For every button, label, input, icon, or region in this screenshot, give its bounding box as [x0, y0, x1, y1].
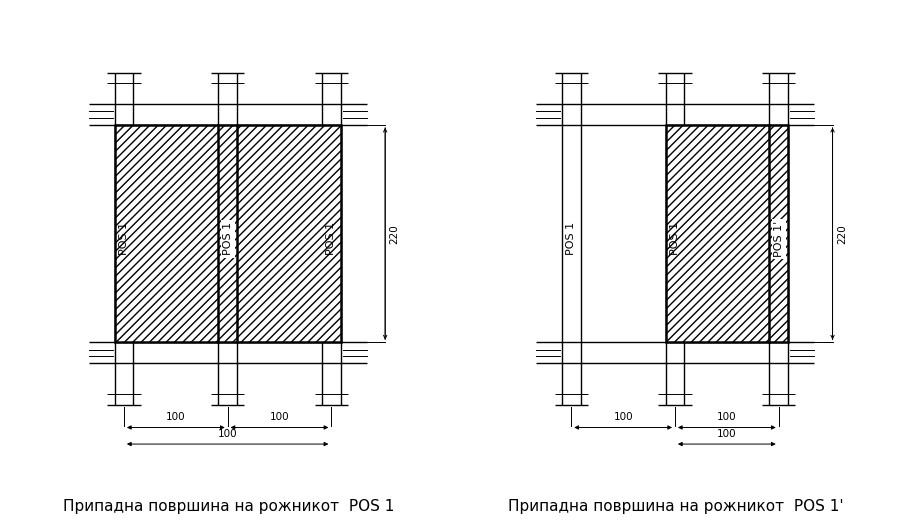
Text: Припадна површина на рожникот  POS 1: Припадна површина на рожникот POS 1 — [63, 499, 394, 514]
Bar — [115, 125, 341, 342]
Text: POS 1: POS 1 — [326, 222, 336, 255]
Text: 100: 100 — [717, 429, 737, 439]
Text: 100: 100 — [166, 412, 185, 422]
Text: Припадна површина на рожникот  POS 1': Припадна површина на рожникот POS 1' — [508, 499, 844, 514]
Text: POS 1: POS 1 — [566, 222, 576, 255]
Text: 220: 220 — [390, 224, 400, 244]
Text: 100: 100 — [269, 412, 289, 422]
Text: POS 1: POS 1 — [119, 222, 129, 255]
Text: 100: 100 — [218, 429, 237, 439]
Text: 100: 100 — [614, 412, 633, 422]
Text: 100: 100 — [717, 412, 737, 422]
Text: POS 1: POS 1 — [223, 222, 233, 255]
Text: POS 1': POS 1' — [773, 220, 783, 257]
Bar — [666, 125, 788, 342]
Text: POS 1: POS 1 — [670, 222, 680, 255]
Text: 220: 220 — [837, 224, 847, 244]
